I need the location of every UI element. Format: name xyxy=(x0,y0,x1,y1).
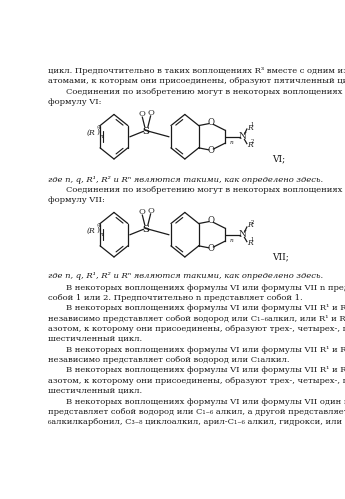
Text: ): ) xyxy=(96,226,99,234)
Text: независимо представляет собой водород или C₁алкил.: независимо представляет собой водород ил… xyxy=(48,356,289,364)
Text: шестичленный цикл.: шестичленный цикл. xyxy=(48,335,142,343)
Text: Соединения по изобретению могут в некоторых воплощениях иметь: Соединения по изобретению могут в некото… xyxy=(66,87,345,95)
Text: где n, q, R¹, R² и Rⁿ являются такими, как определено здесь.: где n, q, R¹, R² и Rⁿ являются такими, к… xyxy=(48,272,323,280)
Text: VII;: VII; xyxy=(272,252,288,261)
Text: В некоторых воплощениях формулы VI или формулы VII R¹ и R² вместе с: В некоторых воплощениях формулы VI или ф… xyxy=(66,366,345,374)
Text: O: O xyxy=(208,118,215,127)
Text: В некоторых воплощениях формулы VI или формулы VII R¹ и R² каждый: В некоторых воплощениях формулы VI или ф… xyxy=(66,346,345,354)
Text: O: O xyxy=(147,109,154,117)
Text: S: S xyxy=(142,225,150,234)
Text: R: R xyxy=(247,124,253,132)
Text: ₆алкилкарбонил, C₃₋₈ циклоалкил, арил-C₁₋₆ алкил, гидрокси, или пяти- или: ₆алкилкарбонил, C₃₋₈ циклоалкил, арил-C₁… xyxy=(48,418,345,426)
Text: где n, q, R¹, R² и Rⁿ являются такими, как определено здесь.: где n, q, R¹, R² и Rⁿ являются такими, к… xyxy=(48,176,323,184)
Text: q: q xyxy=(96,222,100,227)
Text: шестичленный цикл.: шестичленный цикл. xyxy=(48,387,142,395)
Text: q: q xyxy=(96,124,100,129)
Text: N: N xyxy=(239,132,247,141)
Text: (R: (R xyxy=(87,129,95,137)
Text: 1: 1 xyxy=(251,237,254,242)
Text: n: n xyxy=(100,232,104,237)
Text: формулу VI:: формулу VI: xyxy=(48,98,101,106)
Text: O: O xyxy=(138,110,145,118)
Text: Соединения по изобретению могут в некоторых воплощениях иметь: Соединения по изобретению могут в некото… xyxy=(66,186,345,194)
Text: 2: 2 xyxy=(251,139,254,144)
Text: VI;: VI; xyxy=(272,155,285,164)
Text: n: n xyxy=(230,238,234,243)
Text: собой 1 или 2. Предпочтительно n представляет собой 1.: собой 1 или 2. Предпочтительно n предста… xyxy=(48,294,303,302)
Text: В некоторых воплощениях формулы VI или формулы VII n представляет: В некоторых воплощениях формулы VI или ф… xyxy=(66,283,345,291)
Text: O: O xyxy=(138,209,145,217)
Text: R: R xyxy=(247,141,253,149)
Text: (R: (R xyxy=(87,227,95,235)
Text: атомами, к которым они присоединены, образуют пятичленный цикл.: атомами, к которым они присоединены, обр… xyxy=(48,77,345,85)
Text: n: n xyxy=(100,134,104,139)
Text: N: N xyxy=(239,230,247,239)
Text: В некоторых воплощениях формулы VI или формулы VII один из R¹ и R²: В некоторых воплощениях формулы VI или ф… xyxy=(66,398,345,406)
Text: O: O xyxy=(147,207,154,215)
Text: формулу VII:: формулу VII: xyxy=(48,196,105,204)
Text: ): ) xyxy=(96,128,99,136)
Text: O: O xyxy=(208,216,215,225)
Text: S: S xyxy=(142,127,150,136)
Text: цикл. Предпочтительно в таких воплощениях R³ вместе с одним из R¹ и R² и: цикл. Предпочтительно в таких воплощения… xyxy=(48,67,345,75)
Text: представляет собой водород или C₁₋₆ алкил, а другой представляет собой    C₁₋: представляет собой водород или C₁₋₆ алки… xyxy=(48,408,345,416)
Text: 1: 1 xyxy=(251,122,254,127)
Text: независимо представляет собой водород или C₁₋₆алкил, или R¹ и R² вместе с: независимо представляет собой водород ил… xyxy=(48,315,345,323)
Text: O: O xyxy=(208,245,215,253)
Text: n: n xyxy=(230,140,234,145)
Text: азотом, к которому они присоединены, образуют трех-, четырех-, пяти- или: азотом, к которому они присоединены, обр… xyxy=(48,377,345,385)
Text: 2: 2 xyxy=(251,220,254,225)
Text: В некоторых воплощениях формулы VI или формулы VII R¹ и R² каждый: В некоторых воплощениях формулы VI или ф… xyxy=(66,304,345,312)
Text: O: O xyxy=(208,146,215,156)
Text: азотом, к которому они присоединены, образуют трех-, четырех-, пяти- или: азотом, к которому они присоединены, обр… xyxy=(48,325,345,333)
Text: R: R xyxy=(247,222,253,230)
Text: R: R xyxy=(247,239,253,247)
